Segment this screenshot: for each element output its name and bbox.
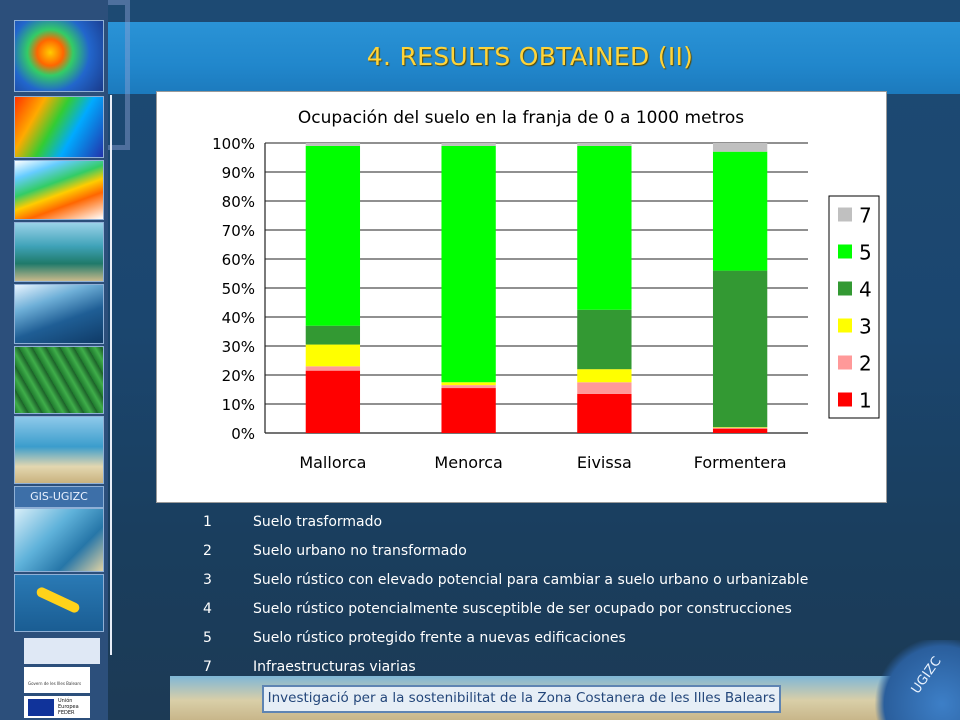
y-tick-label: 30% bbox=[222, 338, 255, 356]
legend-swatch bbox=[838, 392, 852, 407]
legend-swatch bbox=[838, 244, 852, 259]
y-tick-label: 90% bbox=[222, 164, 255, 182]
bar-segment-7 bbox=[577, 143, 632, 146]
divider-line bbox=[110, 95, 112, 655]
chart-panel: Ocupación del suelo en la franja de 0 a … bbox=[156, 91, 887, 503]
beach-photo bbox=[14, 416, 104, 484]
y-tick-label: 80% bbox=[222, 193, 255, 211]
left-image-strip: GIS-UGIZC Govern de les Illes Balears Un… bbox=[0, 0, 108, 720]
bar-segment-3 bbox=[305, 344, 361, 367]
legend-number: 5 bbox=[203, 630, 212, 646]
coast-photo-1 bbox=[14, 222, 104, 282]
bar-segment-1 bbox=[712, 428, 768, 433]
legend-number: 4 bbox=[203, 601, 212, 617]
bar-segment-1 bbox=[305, 370, 361, 433]
chart-title: Ocupación del suelo en la franja de 0 a … bbox=[298, 108, 744, 128]
legend-row: 7 Infraestructuras viarias bbox=[203, 654, 923, 683]
legend-swatch bbox=[838, 355, 852, 370]
bar-segment-7 bbox=[712, 143, 768, 152]
legend-number: 3 bbox=[203, 572, 212, 588]
y-tick-label: 40% bbox=[222, 309, 255, 327]
eu-flag-icon bbox=[28, 699, 54, 716]
bar-segment-1 bbox=[441, 388, 496, 433]
gis-label: GIS-UGIZC bbox=[30, 490, 88, 503]
map-thumbnail-3 bbox=[14, 160, 104, 220]
category-legend-list: 1 Suelo trasformado 2 Suelo urbano no tr… bbox=[203, 509, 923, 683]
bar-segment-3 bbox=[712, 427, 768, 428]
legend-text: Infraestructuras viarias bbox=[253, 659, 416, 675]
legend-label: 1 bbox=[859, 389, 872, 413]
legend-label: 5 bbox=[859, 241, 872, 265]
y-tick-label: 20% bbox=[222, 367, 255, 385]
footer-banner: Investigació per a la sostenibilitat de … bbox=[262, 685, 781, 713]
ugizc-logo bbox=[24, 638, 100, 664]
footer-text: Investigació per a la sostenibilitat de … bbox=[267, 690, 776, 706]
eu-logo: Unión Europea FEDER bbox=[24, 696, 90, 718]
bar-segment-7 bbox=[441, 143, 496, 146]
stacked-bar-chart: Ocupación del suelo en la franja de 0 a … bbox=[212, 108, 880, 472]
legend-number: 1 bbox=[203, 514, 212, 530]
legend-text: Suelo urbano no transformado bbox=[253, 543, 467, 559]
legend-label: 4 bbox=[859, 278, 872, 302]
legend-swatch bbox=[838, 207, 852, 222]
legend-label: 2 bbox=[859, 352, 872, 376]
bar-segment-4 bbox=[712, 270, 768, 428]
legend-swatch bbox=[838, 281, 852, 296]
x-category-label: Mallorca bbox=[299, 453, 366, 472]
x-category-label: Formentera bbox=[694, 453, 787, 472]
legend-swatch bbox=[838, 318, 852, 333]
y-tick-label: 70% bbox=[222, 222, 255, 240]
y-tick-label: 50% bbox=[222, 280, 255, 298]
bar-segment-1 bbox=[577, 393, 632, 433]
glider-icon bbox=[35, 585, 81, 615]
bar-segment-3 bbox=[441, 382, 496, 386]
bar-segment-5 bbox=[577, 145, 632, 310]
y-tick-label: 60% bbox=[222, 251, 255, 269]
legend-label: 3 bbox=[859, 315, 872, 339]
bar-segment-4 bbox=[305, 325, 361, 345]
bar-segment-5 bbox=[305, 145, 361, 326]
legend-text: Suelo trasformado bbox=[253, 514, 383, 530]
legend-row: 5 Suelo rústico protegido frente a nueva… bbox=[203, 625, 923, 654]
bar-segment-2 bbox=[577, 382, 632, 394]
bar-segment-2 bbox=[305, 366, 361, 371]
legend-row: 1 Suelo trasformado bbox=[203, 509, 923, 538]
glider-photo bbox=[14, 574, 104, 632]
gis-panel: GIS-UGIZC bbox=[14, 486, 104, 508]
govern-logo: Govern de les Illes Balears bbox=[24, 667, 90, 693]
header-band bbox=[100, 22, 960, 94]
map-thumbnail-2 bbox=[14, 96, 104, 158]
bar-segment-4 bbox=[577, 309, 632, 370]
legend-row: 3 Suelo rústico con elevado potencial pa… bbox=[203, 567, 923, 596]
ugizc-corner-badge bbox=[870, 640, 960, 720]
govern-label: Govern de les Illes Balears bbox=[28, 681, 82, 686]
legend-text: Suelo rústico con elevado potencial para… bbox=[253, 572, 809, 588]
bar-segment-3 bbox=[577, 369, 632, 383]
chart-legend-box bbox=[828, 195, 880, 419]
legend-number: 7 bbox=[203, 659, 212, 675]
y-tick-label: 0% bbox=[231, 425, 255, 443]
legend-row: 2 Suelo urbano no transformado bbox=[203, 538, 923, 567]
wave-photo bbox=[14, 284, 104, 344]
legend-number: 2 bbox=[203, 543, 212, 559]
legend-row: 4 Suelo rústico potencialmente susceptib… bbox=[203, 596, 923, 625]
bar-segment-5 bbox=[441, 145, 496, 383]
y-tick-label: 10% bbox=[222, 396, 255, 414]
page-title: 4. RESULTS OBTAINED (II) bbox=[366, 42, 694, 71]
coast-aerial-photo bbox=[14, 508, 104, 572]
bar-segment-5 bbox=[712, 151, 768, 271]
bar-segment-2 bbox=[712, 427, 768, 429]
map-thumbnail-1 bbox=[14, 20, 104, 92]
bar-segment-7 bbox=[305, 143, 361, 146]
y-tick-label: 100% bbox=[212, 135, 255, 153]
legend-text: Suelo rústico potencialmente susceptible… bbox=[253, 601, 792, 617]
legend-text: Suelo rústico protegido frente a nuevas … bbox=[253, 630, 626, 646]
bar-segment-2 bbox=[441, 385, 496, 389]
x-category-label: Eivissa bbox=[577, 453, 632, 472]
x-category-label: Menorca bbox=[434, 453, 502, 472]
seagrass-photo bbox=[14, 346, 104, 414]
eu-label: Unión Europea FEDER bbox=[58, 698, 79, 716]
legend-label: 7 bbox=[859, 204, 872, 228]
